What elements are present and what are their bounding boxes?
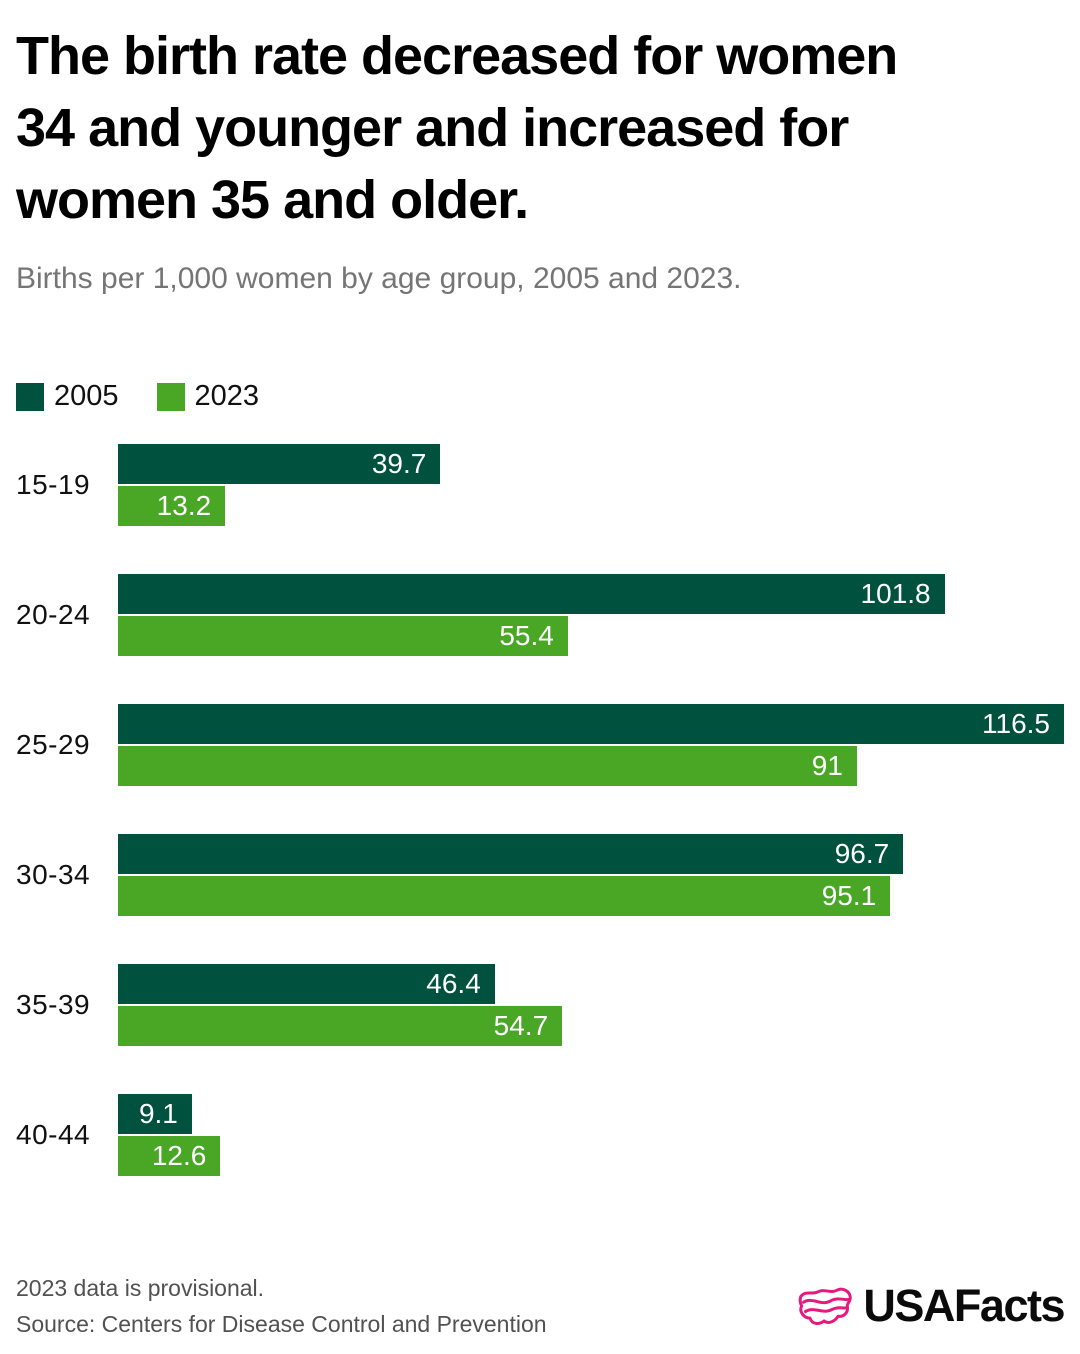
- source-line: Source: Centers for Disease Control and …: [16, 1311, 547, 1337]
- chart-row: 30-34 96.7 95.1: [16, 834, 1064, 916]
- bar-group: 46.4 54.7: [118, 964, 1064, 1046]
- bar-value-2005: 46.4: [426, 968, 481, 999]
- age-group-label: 35-39: [16, 989, 91, 1020]
- bar-2005[interactable]: 9.1: [118, 1094, 192, 1134]
- title-line-1: The birth rate decreased for women: [16, 26, 898, 86]
- chart-row: 40-44 9.1 12.6: [16, 1094, 1064, 1176]
- bar-group: 101.8 55.4: [118, 574, 1064, 656]
- bar-2005[interactable]: 101.8: [118, 574, 945, 614]
- footnote-provisional: 2023 data is provisional.: [16, 1275, 265, 1301]
- chart-row: 25-29 116.5 91: [16, 704, 1064, 786]
- bar-value-2023: 91: [811, 750, 843, 781]
- age-group-label: 30-34: [16, 859, 91, 890]
- bar-chart: 15-19 39.7 13.2 20-24 101.8 55.4: [16, 444, 1064, 1176]
- usafacts-wordmark: USAFacts: [863, 1280, 1065, 1331]
- bar-value-2023: 95.1: [821, 880, 877, 911]
- bar-value-2023: 54.7: [493, 1010, 549, 1041]
- bar-group: 116.5 91: [118, 704, 1064, 786]
- age-group-label: 25-29: [16, 729, 91, 760]
- chart-row: 15-19 39.7 13.2: [16, 444, 1064, 526]
- bar-2023[interactable]: 91: [118, 746, 857, 786]
- bar-value-2005: 39.7: [371, 448, 427, 479]
- bar-2005[interactable]: 39.7: [118, 444, 441, 484]
- title-line-3: women 35 and older.: [16, 170, 529, 230]
- bar-value-2005: 9.1: [138, 1098, 178, 1129]
- bar-2023[interactable]: 54.7: [118, 1006, 563, 1046]
- bar-2023[interactable]: 13.2: [118, 486, 226, 526]
- bar-2023[interactable]: 95.1: [118, 876, 891, 916]
- bar-2005[interactable]: 96.7: [118, 834, 904, 874]
- bar-value-2005: 96.7: [834, 838, 890, 869]
- age-group-label: 15-19: [16, 469, 91, 500]
- bar-group: 96.7 95.1: [118, 834, 1064, 916]
- title-line-2: 34 and younger and increased for: [16, 98, 849, 158]
- footer: 2023 data is provisional. Source: Center…: [16, 1270, 1065, 1342]
- chart-row: 20-24 101.8 55.4: [16, 574, 1064, 656]
- legend-swatch-2023: [156, 382, 185, 411]
- footer-notes: 2023 data is provisional. Source: Center…: [16, 1270, 547, 1342]
- legend-swatch-2005: [16, 382, 44, 411]
- legend-label-2005: 2005: [54, 380, 119, 412]
- bar-value-2023: 55.4: [499, 620, 554, 651]
- page-title: The birth rate decreased for women 34 an…: [16, 20, 1064, 236]
- bar-2023[interactable]: 12.6: [118, 1136, 221, 1176]
- bar-group: 39.7 13.2: [118, 444, 1064, 526]
- bar-value-2023: 13.2: [156, 490, 212, 521]
- age-group-label: 20-24: [16, 599, 91, 630]
- infographic: The birth rate decreased for women 34 an…: [16, 20, 1065, 1337]
- legend: 2005 2023: [16, 380, 1064, 413]
- usafacts-logo: USAFacts: [797, 1280, 1065, 1332]
- chart-subtitle: Births per 1,000 women by age group, 200…: [16, 262, 742, 295]
- bar-2005[interactable]: 116.5: [118, 704, 1064, 744]
- age-group-label: 40-44: [16, 1119, 91, 1150]
- bar-2023[interactable]: 55.4: [118, 616, 568, 656]
- bar-value-2023: 12.6: [151, 1140, 207, 1171]
- bar-2005[interactable]: 46.4: [118, 964, 495, 1004]
- bar-value-2005: 101.8: [860, 578, 931, 609]
- legend-item-2005: 2005: [16, 380, 119, 413]
- bar-group: 9.1 12.6: [118, 1094, 1064, 1176]
- legend-item-2023: 2023: [156, 380, 260, 413]
- usafacts-flag-icon: [799, 1287, 853, 1325]
- chart-row: 35-39 46.4 54.7: [16, 964, 1064, 1046]
- legend-label-2023: 2023: [194, 380, 260, 412]
- bar-value-2005: 116.5: [982, 708, 1050, 739]
